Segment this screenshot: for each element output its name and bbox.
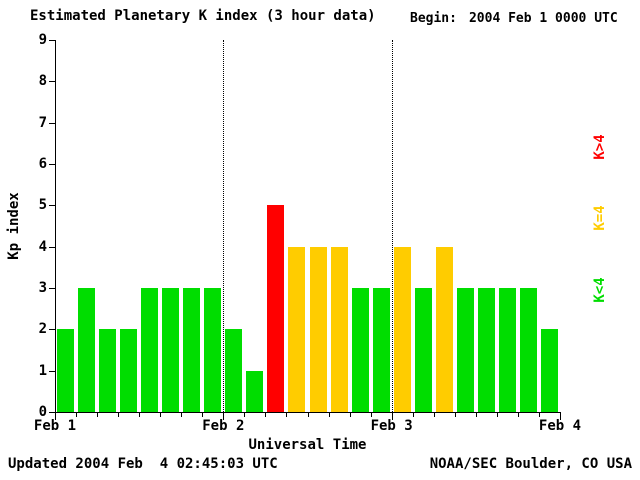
y-tick-label: 2	[38, 321, 47, 338]
y-tick	[49, 122, 55, 124]
y-tick	[49, 288, 55, 289]
kp-bar	[78, 288, 96, 412]
kp-bar	[477, 288, 495, 412]
x-axis-title: Universal Time	[248, 437, 367, 453]
y-tick-label: 5	[38, 197, 47, 214]
y-tick-label: 8	[38, 73, 47, 90]
source-credit: NOAA/SEC Boulder, CO USA	[429, 456, 632, 472]
y-tick	[49, 412, 55, 413]
x-tick-label: Feb 1	[33, 418, 77, 434]
y-tick-label: 1	[38, 362, 47, 379]
begin-label: Begin:	[410, 11, 457, 26]
y-tick	[49, 81, 55, 83]
kp-bar	[204, 288, 222, 412]
day-boundary-line	[391, 40, 393, 412]
x-tick	[328, 413, 330, 417]
x-tick	[286, 413, 288, 417]
x-tick	[307, 413, 309, 417]
x-tick	[517, 413, 519, 417]
y-tick-label: 0	[38, 404, 47, 420]
x-tick	[349, 413, 351, 417]
x-tick	[370, 413, 372, 417]
x-tick	[181, 413, 183, 417]
kp-bar	[519, 288, 537, 412]
x-tick	[139, 413, 141, 417]
kp-bar	[288, 246, 306, 412]
x-tick	[391, 413, 393, 420]
kp-bar	[435, 246, 453, 412]
y-tick-label: 6	[38, 156, 47, 172]
begin-value: 2004 Feb 1 0000 UTC	[468, 11, 618, 26]
kp-bar	[246, 370, 264, 412]
y-axis-title: Kp index	[6, 192, 22, 260]
kp-bar	[414, 288, 432, 412]
kp-bar	[183, 288, 201, 412]
kp-bar	[225, 329, 243, 412]
legend-k-eq-4: K=4	[592, 205, 608, 231]
x-tick	[202, 413, 204, 417]
x-tick	[76, 413, 78, 417]
x-tick	[475, 413, 477, 417]
x-tick	[538, 413, 540, 417]
y-axis-line	[55, 40, 56, 413]
kp-bar	[57, 329, 75, 412]
y-tick-label: 9	[38, 32, 47, 48]
chart-title: Estimated Planetary K index (3 hour data…	[30, 8, 376, 24]
kp-bar	[330, 246, 348, 412]
kp-bar	[351, 288, 369, 412]
kp-bar	[456, 288, 474, 412]
y-tick	[49, 205, 55, 207]
x-tick-label: Feb 2	[202, 418, 245, 434]
x-tick	[412, 413, 414, 417]
kp-bar	[540, 329, 558, 412]
kp-bar	[309, 246, 327, 412]
x-axis-line	[55, 412, 561, 413]
y-tick-label: 4	[38, 238, 47, 255]
x-tick	[265, 413, 267, 417]
x-tick	[223, 413, 225, 420]
x-tick	[55, 413, 56, 420]
y-tick	[49, 246, 55, 248]
begin-timestamp: Begin: 2004 Feb 1 0000 UTC	[410, 11, 618, 26]
y-tick	[49, 329, 55, 331]
kp-bar	[141, 288, 159, 412]
y-tick	[49, 370, 55, 372]
kp-bar	[498, 288, 516, 412]
plot-area: 0 1 2 3 4 5 6 7 8 9 Feb 1 Feb 2 Feb 3 Feb 4	[34, 33, 581, 434]
x-tick	[496, 413, 498, 417]
x-tick-label: Feb 4	[538, 418, 582, 434]
legend-k-lt-4: K<4	[592, 277, 608, 303]
x-tick	[160, 413, 162, 417]
x-tick	[244, 413, 246, 417]
updated-timestamp: Updated 2004 Feb 4 02:45:03 UTC	[8, 456, 278, 472]
y-tick-label: 3	[38, 280, 47, 296]
x-tick	[433, 413, 435, 417]
y-tick-label: 7	[38, 114, 47, 131]
legend-k-gt-4: K>4	[592, 134, 608, 160]
y-tick	[49, 164, 55, 165]
kp-bar	[372, 288, 390, 412]
x-tick-label: Feb 3	[370, 418, 413, 434]
x-tick	[560, 413, 561, 420]
kp-bar	[393, 246, 411, 412]
x-tick	[454, 413, 456, 417]
y-tick	[49, 40, 55, 41]
x-tick	[97, 413, 99, 417]
x-tick	[118, 413, 120, 417]
kp-bar	[120, 329, 138, 412]
kp-bar	[99, 329, 117, 412]
kp-bar	[162, 288, 180, 412]
kp-bar	[267, 205, 285, 412]
day-boundary-line	[223, 40, 225, 412]
